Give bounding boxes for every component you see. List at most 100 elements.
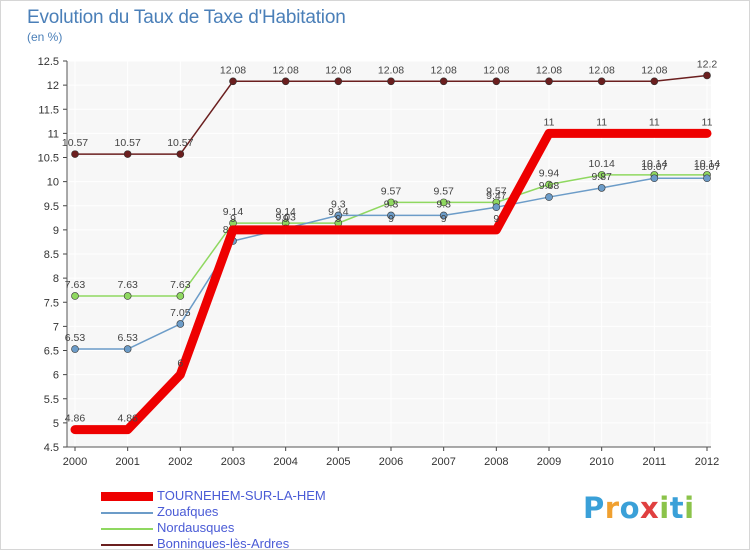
data-label: 9 [283, 213, 289, 225]
logo-letter: i [659, 491, 670, 525]
data-point [439, 211, 448, 220]
data-point [439, 77, 448, 86]
data-point [492, 203, 501, 211]
data-label: 7.63 [65, 279, 86, 291]
y-tick-label: 5.5 [44, 394, 59, 406]
data-point [545, 180, 553, 189]
data-label: 10.07 [641, 161, 667, 173]
data-point [123, 292, 132, 300]
data-label: 12.08 [641, 64, 667, 76]
y-tick-label: 4.5 [44, 442, 59, 454]
data-label: 10.57 [115, 137, 141, 149]
data-label: 9.03 [275, 211, 296, 223]
data-point [597, 184, 606, 192]
data-label: 9.14 [275, 206, 296, 218]
y-tick-label: 11.5 [38, 104, 59, 116]
y-tick-label: 8 [53, 273, 59, 285]
data-point [703, 174, 711, 183]
data-point [334, 211, 343, 220]
data-label: 12.08 [431, 64, 457, 76]
data-point [650, 174, 659, 183]
x-tick-label: 2005 [326, 456, 350, 468]
data-point [71, 292, 79, 300]
data-label: 12.08 [536, 64, 562, 76]
data-label: 11 [649, 116, 660, 128]
x-tick-label: 2003 [221, 456, 245, 468]
y-tick-label: 6 [53, 370, 59, 382]
data-label: 9.87 [591, 171, 612, 183]
data-label: 9.57 [486, 185, 507, 197]
data-label: 10.57 [62, 137, 88, 149]
data-label: 9 [388, 213, 394, 225]
legend-label: TOURNEHEM-SUR-LA-HEM [157, 488, 326, 503]
data-point [71, 345, 79, 353]
data-point [387, 211, 395, 220]
data-label: 6.53 [117, 332, 138, 344]
data-label: 9.94 [539, 168, 560, 180]
data-point [597, 77, 606, 86]
x-tick-label: 2007 [431, 456, 455, 468]
data-point [229, 77, 237, 86]
data-label: 9 [335, 213, 341, 225]
data-point [545, 77, 553, 86]
x-tick-label: 2006 [379, 456, 403, 468]
y-tick-label: 7 [53, 321, 59, 333]
data-label: 12.08 [220, 64, 246, 76]
y-tick-label: 11 [48, 128, 59, 140]
logo-letter: x [640, 491, 660, 525]
x-tick-label: 2002 [168, 456, 192, 468]
legend-label: Zouafques [157, 504, 219, 519]
data-label: 12.08 [325, 64, 351, 76]
x-tick-label: 2011 [643, 456, 667, 468]
logo-letter: t [669, 491, 685, 525]
data-label: 9 [230, 213, 236, 225]
y-tick-label: 6.5 [44, 346, 59, 358]
data-label: 9.57 [433, 185, 454, 197]
data-label: 9 [441, 213, 447, 225]
data-label: 10.14 [641, 158, 667, 170]
y-tick-label: 9 [53, 225, 59, 237]
data-point [123, 345, 132, 353]
data-label: 4.86 [65, 413, 86, 425]
legend-swatch [101, 512, 153, 514]
data-point [334, 77, 343, 86]
proxiti-logo: Proxiti [583, 491, 695, 525]
data-point [492, 77, 501, 86]
series-line [70, 128, 712, 435]
data-label: 6.53 [65, 332, 86, 344]
data-label: 9.14 [223, 206, 244, 218]
data-label: 7.63 [117, 279, 138, 291]
logo-letter: o [619, 491, 641, 525]
data-label: 9 [493, 213, 499, 225]
x-tick-label: 2012 [695, 456, 719, 468]
data-point [176, 292, 185, 300]
logo-letter: P [583, 491, 605, 525]
y-tick-label: 10 [47, 177, 59, 189]
data-label: 6 [177, 358, 183, 370]
x-tick-label: 2009 [537, 456, 561, 468]
y-tick-label: 10.5 [38, 153, 59, 165]
legend-label: Bonningues-lès-Ardres [157, 536, 290, 550]
data-point [597, 171, 606, 179]
legend-swatch [101, 528, 153, 530]
data-point [387, 77, 395, 86]
data-point [439, 198, 448, 207]
chart-unit-label: (en %) [27, 30, 63, 44]
data-label: 12.2 [697, 58, 718, 70]
data-point [281, 77, 290, 86]
data-label: 12.08 [273, 64, 299, 76]
data-point [650, 77, 659, 86]
y-tick-label: 7.5 [44, 297, 59, 309]
data-label: 10.14 [694, 158, 720, 170]
data-point [387, 198, 395, 207]
data-label: 10.57 [167, 137, 193, 149]
data-label: 12.08 [378, 64, 404, 76]
data-label: 10.07 [694, 161, 720, 173]
y-tick-label: 9.5 [44, 201, 59, 213]
y-tick-label: 5 [53, 418, 59, 430]
x-tick-label: 2004 [273, 456, 297, 468]
x-tick-label: 2000 [63, 456, 87, 468]
data-label: 9.3 [436, 198, 451, 210]
